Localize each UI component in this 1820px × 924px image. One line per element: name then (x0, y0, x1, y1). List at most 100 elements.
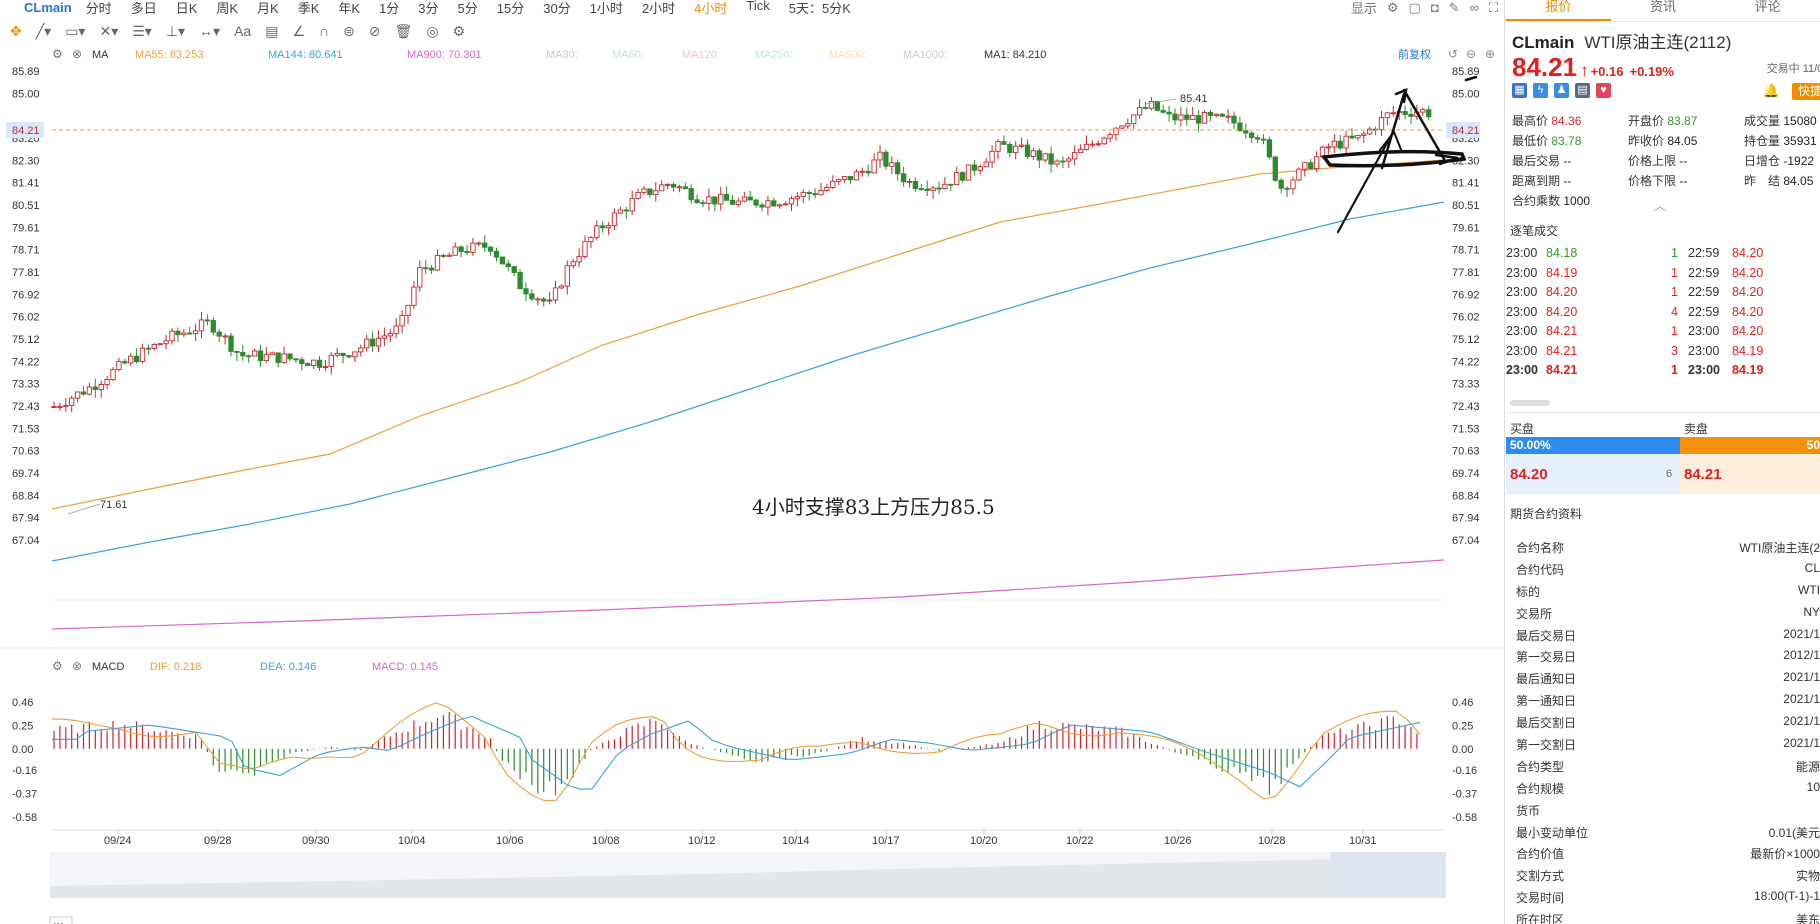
info-key: 最小变动单位 (1516, 825, 1589, 840)
edit-icon[interactable]: ✎ (1448, 0, 1460, 14)
candle-body (812, 193, 818, 196)
price-tick-right: 69.74 (1452, 468, 1480, 480)
eye-tool-icon[interactable]: ◎ (426, 22, 439, 39)
navigator[interactable]: ••• 2021 (49, 852, 1446, 924)
period-10[interactable]: 15分 (496, 0, 525, 15)
heart-icon[interactable]: ♥ (1596, 83, 1611, 98)
navigator-window[interactable] (1330, 852, 1446, 898)
main-indicator-name[interactable]: MA (92, 49, 109, 61)
adjust-mode-button[interactable]: 前复权 (1398, 47, 1431, 61)
period-13[interactable]: 2小时 (641, 0, 676, 15)
candle-body (334, 352, 340, 356)
trash-tool-icon[interactable]: 🗑 (394, 22, 413, 39)
hide-tool-icon[interactable]: ⊘ (368, 22, 381, 39)
period-12[interactable]: 1小时 (589, 0, 623, 15)
flash-icon[interactable]: ϟ (1533, 83, 1548, 98)
macd-close-icon[interactable]: ⊗ (72, 659, 82, 673)
rect-tool-icon[interactable]: ▭▾ (65, 22, 86, 39)
person-icon[interactable]: ♟ (1554, 83, 1569, 98)
zoom-in-icon[interactable]: ⊕ (1485, 47, 1495, 61)
magnet-tool-icon[interactable]: ∩ (319, 23, 330, 39)
candle-body (1054, 160, 1060, 165)
chart-svg[interactable]: ⚙ ⊗ MA MA55: 83.253 MA144: 80.641 MA900:… (0, 44, 1504, 924)
info-key: 最后通知日 (1516, 672, 1577, 687)
period-9[interactable]: 5分 (457, 0, 478, 15)
period-1[interactable]: 多日 (130, 0, 157, 15)
trades-scrollbar[interactable] (1510, 400, 1550, 406)
settings-icon[interactable]: ⚙ (1386, 0, 1399, 14)
period-5[interactable]: 季K (297, 0, 320, 15)
candle-body (1024, 144, 1031, 157)
period-15[interactable]: Tick (746, 0, 770, 13)
support-arrow-head[interactable] (1434, 153, 1459, 166)
candle-body (1284, 187, 1290, 190)
candle-body (1278, 179, 1284, 189)
tool-settings-icon[interactable]: ⚙ (452, 22, 466, 39)
tab-quote[interactable]: 报价 (1506, 0, 1611, 21)
camera-icon[interactable]: ◘ (1430, 0, 1439, 14)
period-7[interactable]: 1分 (379, 0, 400, 15)
candle-body (216, 331, 222, 337)
ruler-tool-icon[interactable]: ∠ (292, 22, 305, 39)
period-11[interactable]: 30分 (543, 0, 571, 15)
trades-list: 23:00 84.18 1 22:59 84.20 23:00 84.19 1 22:59 84.… (1506, 244, 1820, 381)
cross-tool-icon[interactable]: ✕▾ (99, 22, 119, 39)
comment-tool-icon[interactable]: ▤ (265, 22, 279, 39)
info-value: NY (1803, 604, 1820, 619)
stat-label: 持仓量 (1744, 134, 1781, 148)
link-icon[interactable]: ∞ (1469, 0, 1479, 14)
display-menu[interactable]: 显示 (1350, 1, 1377, 14)
period-6[interactable]: 年K (338, 0, 361, 15)
tab-comments[interactable]: 评论 (1754, 0, 1781, 14)
peak-arrow-head[interactable] (1394, 88, 1408, 104)
peak-line-up[interactable] (1380, 92, 1406, 170)
period-0[interactable]: 分时 (85, 0, 112, 15)
candle-body (847, 176, 854, 181)
peak-line-down[interactable] (1402, 88, 1446, 161)
macd-name[interactable]: MACD (92, 661, 124, 673)
lock-tool-icon[interactable]: ⊜ (343, 22, 355, 39)
stat-value: -- (1563, 174, 1572, 188)
up-arrow-icon: ↑ (1580, 61, 1589, 80)
bell-icon[interactable]: 🔔 (1763, 83, 1780, 98)
period-3[interactable]: 周K (216, 0, 239, 15)
macd-settings-icon[interactable]: ⚙ (52, 659, 63, 673)
info-value: 2012/1 (1783, 648, 1820, 663)
undo-icon[interactable]: ↺ (1448, 47, 1458, 61)
support-line-marker[interactable] (1320, 149, 1467, 168)
main-settings-icon[interactable]: ⚙ (52, 47, 63, 61)
period-16[interactable]: 5天：5分K (788, 0, 851, 15)
drawn-arrows[interactable] (1320, 75, 1478, 234)
doc-icon[interactable]: ▤ (1575, 83, 1590, 98)
top-arrow-stub[interactable] (1464, 75, 1478, 82)
main-close-icon[interactable]: ⊗ (72, 47, 82, 61)
tab-news[interactable]: 资讯 (1650, 0, 1677, 14)
support-resistance-note[interactable]: 4小时支撑83上方压力85.5 (752, 495, 995, 519)
text-tool-icon[interactable]: Aa (234, 23, 252, 39)
quick-trade-button[interactable]: 快捷 (1791, 83, 1820, 100)
channel-tool-icon[interactable]: ☰▾ (132, 22, 152, 39)
period-4[interactable]: 月K (257, 0, 279, 15)
arrow-up-line[interactable] (1336, 132, 1394, 234)
trade-volume: 1 (1671, 363, 1678, 377)
move-tool-icon[interactable]: ✥ (10, 22, 22, 39)
layout-icon[interactable]: ▢ (1408, 0, 1421, 14)
zoom-out-icon[interactable]: ⊖ (1466, 47, 1476, 61)
fib-tool-icon[interactable]: ⊥▾ (165, 22, 186, 39)
kline-chart[interactable]: ⚙ ⊗ MA MA55: 83.253 MA144: 80.641 MA900:… (0, 44, 1504, 924)
fullscreen-icon[interactable]: ⛶ (1488, 0, 1498, 14)
period-14[interactable]: 4小时 (694, 0, 728, 15)
symbol-label[interactable]: CLmain (24, 0, 72, 14)
navigator-more-label[interactable]: ••• (53, 920, 64, 924)
navigator-more-button[interactable] (49, 916, 73, 924)
bid-cell[interactable] (1506, 454, 1680, 494)
collapse-chevron-icon[interactable]: ︿ (1653, 199, 1666, 213)
period-2[interactable]: 日K (175, 0, 198, 15)
date-label: 10/26 (1164, 835, 1192, 847)
candle-body (145, 347, 152, 350)
ask-cell[interactable] (1680, 454, 1820, 494)
period-8[interactable]: 3分 (418, 0, 439, 15)
price-tick-right: 77.81 (1452, 267, 1480, 279)
line-tool-icon[interactable]: ╱▾ (35, 22, 52, 39)
arrow-tool-icon[interactable]: ↔▾ (199, 22, 221, 39)
